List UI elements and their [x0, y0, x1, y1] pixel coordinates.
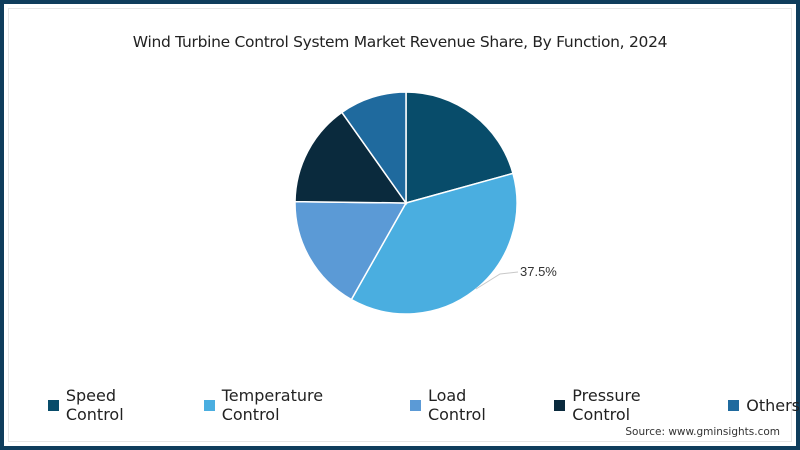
- pie-slice-temperature-control[interactable]: [350, 172, 518, 315]
- pie-slice-others[interactable]: [340, 91, 407, 206]
- chart-title: Wind Turbine Control System Market Reven…: [132, 33, 668, 51]
- legend-label: Load Control: [427, 386, 486, 424]
- legend-label: Pressure Control: [572, 386, 641, 424]
- pie-slice-pressure-control[interactable]: [294, 111, 408, 204]
- legend-label: Others: [746, 395, 800, 415]
- legend-swatch-icon: [554, 399, 566, 411]
- legend-item-temperature-control[interactable]: Temperature Control: [203, 386, 383, 424]
- legend-swatch-icon: [410, 399, 421, 411]
- legend: Speed Control Temperature Control Load C…: [48, 386, 800, 424]
- pie-slice-load-control[interactable]: [294, 200, 408, 301]
- legend-swatch-icon: [48, 399, 59, 411]
- pie-slices: [294, 91, 518, 315]
- label-leader-line: [475, 271, 519, 290]
- legend-swatch-icon: [203, 399, 215, 411]
- pie-slice-speed-control[interactable]: [405, 91, 514, 204]
- data-label-temperature-control: 37.5%: [520, 264, 557, 279]
- source-note: Source: www.gminsights.com: [625, 426, 780, 438]
- legend-item-others[interactable]: Others: [728, 396, 800, 415]
- legend-item-speed-control[interactable]: Speed Control: [48, 386, 177, 424]
- legend-swatch-icon: [728, 399, 740, 411]
- legend-item-load-control[interactable]: Load Control: [410, 386, 527, 424]
- legend-label: Temperature Control: [221, 386, 324, 424]
- legend-label: Speed Control: [65, 386, 124, 424]
- legend-item-pressure-control[interactable]: Pressure Control: [554, 386, 701, 424]
- inner-frame: [8, 8, 792, 442]
